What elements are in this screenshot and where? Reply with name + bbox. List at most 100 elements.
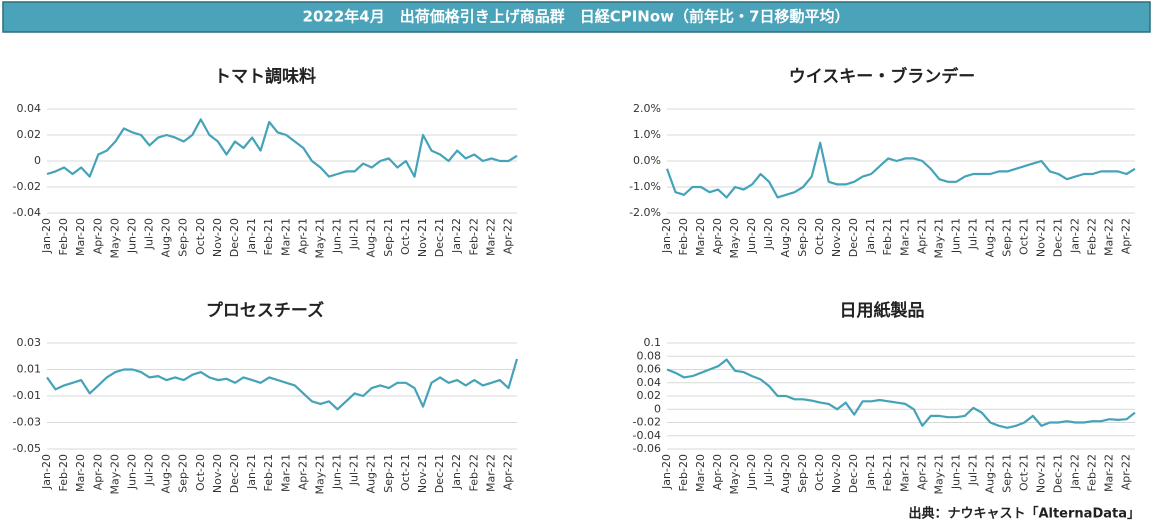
x-tick-label: Apr-22 — [1119, 454, 1132, 490]
x-tick-label: Dec-20 — [228, 218, 241, 257]
x-tick-label: Mar-20 — [74, 218, 87, 256]
x-tick-label: Aug-20 — [160, 218, 173, 257]
x-tick-label: Oct-21 — [399, 218, 412, 255]
x-tick-label: Apr-21 — [915, 454, 928, 490]
x-tick-label: Feb-21 — [881, 218, 894, 255]
y-tick-label: 0.01 — [17, 363, 42, 376]
x-tick-label: Jul-21 — [966, 218, 979, 250]
x-tick-label: Dec-20 — [847, 454, 860, 493]
y-tick-label: -0.02 — [13, 180, 41, 193]
x-tick-label: Apr-21 — [915, 218, 928, 254]
y-tick-label: 0.1 — [644, 336, 662, 349]
y-tick-label: 0.08 — [637, 349, 662, 362]
x-tick-label: Jan-22 — [450, 454, 463, 490]
x-tick-label: Nov-20 — [211, 454, 224, 493]
x-tick-label: Jan-21 — [864, 218, 877, 254]
x-tick-label: Oct-20 — [194, 454, 207, 491]
x-tick-label: Apr-20 — [91, 454, 104, 490]
x-tick-label: Apr-22 — [501, 218, 514, 254]
x-tick-label: May-20 — [728, 454, 741, 495]
x-tick-label: Jan-22 — [450, 218, 463, 254]
x-tick-label: Apr-20 — [711, 218, 724, 254]
y-tick-label: 0.03 — [17, 336, 42, 349]
x-tick-label: Mar-21 — [898, 454, 911, 492]
x-tick-label: Oct-20 — [813, 218, 826, 255]
x-tick-label: Nov-20 — [830, 218, 843, 257]
y-tick-label: -2.0% — [629, 206, 661, 219]
x-tick-label: May-21 — [313, 218, 326, 259]
x-tick-label: Mar-20 — [694, 454, 707, 492]
data-line — [46, 118, 518, 178]
x-tick-label: Apr-20 — [711, 454, 724, 490]
x-tick-label: Jan-21 — [245, 218, 258, 254]
y-tick-label: 0.04 — [17, 102, 42, 115]
x-tick-label: Jul-20 — [143, 454, 156, 486]
x-tick-label: Mar-21 — [279, 218, 292, 256]
y-tick-label: 0.0% — [633, 154, 661, 167]
x-tick-label: May-20 — [108, 454, 121, 495]
x-tick-label: Jan-20 — [660, 454, 673, 490]
x-tick-label: Nov-20 — [830, 454, 843, 493]
x-tick-label: Jan-21 — [864, 454, 877, 490]
x-tick-label: Jul-20 — [762, 218, 775, 250]
x-tick-label: Aug-20 — [160, 454, 173, 493]
chart-title: プロセスチーズ — [206, 300, 324, 321]
x-tick-label: Aug-20 — [779, 454, 792, 493]
x-tick-label: Feb-20 — [677, 454, 690, 491]
x-tick-label: Oct-21 — [1017, 218, 1030, 255]
x-tick-label: Oct-20 — [813, 454, 826, 491]
x-tick-label: Dec-21 — [1051, 218, 1064, 257]
x-tick-label: Jan-22 — [1068, 218, 1081, 254]
x-tick-label: Mar-21 — [898, 218, 911, 256]
x-tick-label: Jul-20 — [143, 218, 156, 250]
x-tick-label: Aug-21 — [365, 218, 378, 257]
x-tick-label: Jun-21 — [949, 454, 962, 490]
x-tick-label: Nov-21 — [1034, 454, 1047, 493]
x-tick-label: Feb-20 — [57, 218, 70, 255]
x-tick-label: Oct-21 — [399, 454, 412, 491]
x-tick-label: Dec-20 — [228, 454, 241, 493]
x-tick-label: Nov-21 — [416, 454, 429, 493]
header-bar — [2, 1, 1151, 33]
y-tick-label: -0.06 — [633, 442, 661, 455]
x-tick-label: Mar-22 — [1102, 454, 1115, 492]
x-tick-label: Sep-20 — [177, 218, 190, 257]
x-tick-label: Sep-21 — [1000, 454, 1013, 493]
x-tick-label: Jun-21 — [949, 218, 962, 254]
y-tick-label: 0.02 — [637, 389, 662, 402]
x-tick-label: Sep-20 — [177, 454, 190, 493]
x-tick-label: Jul-21 — [348, 454, 361, 486]
y-tick-label: 1.0% — [633, 128, 661, 141]
data-line — [666, 358, 1136, 429]
x-tick-label: Dec-21 — [433, 218, 446, 257]
x-tick-label: Oct-21 — [1017, 454, 1030, 491]
x-tick-label: Jan-22 — [1068, 454, 1081, 490]
x-tick-label: Mar-21 — [279, 454, 292, 492]
x-tick-label: Feb-21 — [881, 454, 894, 491]
x-tick-label: Apr-21 — [296, 218, 309, 254]
x-tick-label: Nov-21 — [416, 218, 429, 257]
x-tick-label: Sep-21 — [1000, 218, 1013, 257]
x-tick-label: Feb-20 — [677, 218, 690, 255]
x-tick-label: Dec-21 — [1051, 454, 1064, 493]
y-tick-label: 0.04 — [637, 376, 662, 389]
x-tick-label: May-21 — [932, 218, 945, 259]
x-tick-label: Oct-20 — [194, 218, 207, 255]
x-tick-label: Nov-21 — [1034, 218, 1047, 257]
x-tick-label: May-20 — [728, 218, 741, 259]
x-tick-label: Jun-20 — [745, 454, 758, 490]
x-tick-label: Feb-20 — [57, 454, 70, 491]
x-tick-label: Mar-20 — [74, 454, 87, 492]
x-tick-label: Aug-20 — [779, 218, 792, 257]
x-tick-label: Aug-21 — [983, 454, 996, 493]
x-tick-label: Jul-21 — [966, 454, 979, 486]
x-tick-label: Mar-22 — [484, 218, 497, 256]
x-tick-label: Jul-20 — [762, 454, 775, 486]
y-tick-label: 2.0% — [633, 102, 661, 115]
x-tick-label: Feb-22 — [1085, 218, 1098, 255]
x-tick-label: Sep-21 — [382, 454, 395, 493]
y-tick-label: -0.03 — [13, 416, 41, 429]
x-tick-label: Aug-21 — [983, 218, 996, 257]
x-tick-label: Sep-20 — [796, 218, 809, 257]
